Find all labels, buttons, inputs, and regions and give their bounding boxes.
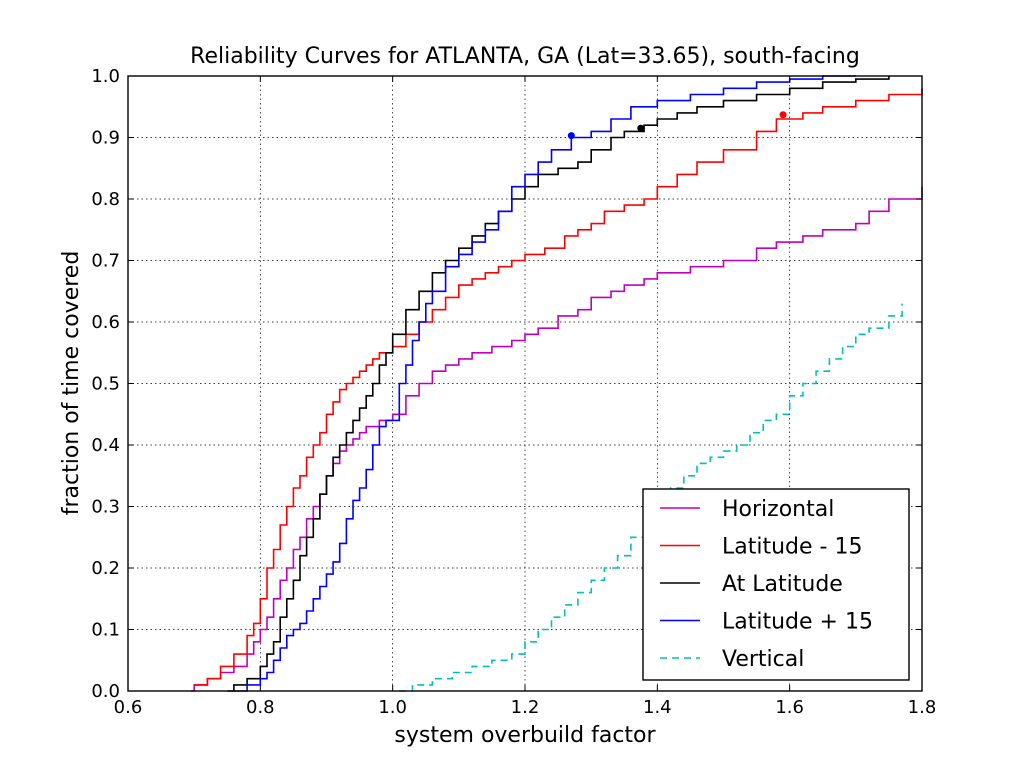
series-line-at-latitude [227,76,890,692]
y-tick-label: 0.9 [91,128,120,149]
series-line-latitude-15 [233,75,856,692]
legend-box [642,488,910,681]
plot-series [190,75,923,692]
legend-label-horizontal: Horizontal [722,497,834,522]
y-tick-label: 1.0 [91,66,120,87]
x-tick-label: 1.4 [643,697,672,718]
y-tick-label: 0.8 [91,189,120,210]
x-tick-label: 1.0 [378,697,407,718]
chart-title: Reliability Curves for ATLANTA, GA (Lat=… [190,44,860,69]
y-tick-label: 0.7 [91,251,120,272]
y-axis-label: fraction of time covered [59,251,84,516]
x-tick-label: 0.6 [114,697,143,718]
y-tick-label: 0.3 [91,497,120,518]
series-line-horizontal [190,186,923,692]
x-tick-label: 0.8 [246,697,275,718]
x-tick-label: 1.8 [908,697,937,718]
x-axis-label: system overbuild factor [394,723,656,748]
x-tick-label: 1.6 [775,697,804,718]
series-marker-point [637,124,645,132]
y-tick-label: 0.2 [91,558,120,579]
axis-ticks: 0.6 0.8 1.0 1.2 1.4 1.6 1.8 0.0 0.1 0.2 0.3 0.4 0.5 0… [91,66,936,718]
y-tick-label: 0.1 [91,620,120,641]
series-marker-point [567,132,575,140]
x-tick-label: 1.2 [511,697,540,718]
y-tick-label: 0.6 [91,312,120,333]
legend-label-at-latitude: At Latitude [722,572,843,597]
legend: Horizontal Latitude - 15 At Latitude Latitu… [642,488,910,681]
series-line-latitude-15 [194,88,923,686]
legend-label-latitude-15: Latitude + 15 [722,610,873,635]
series-markers [567,111,787,140]
y-tick-label: 0.0 [91,681,120,702]
y-tick-label: 0.5 [91,374,120,395]
legend-label-latitude-15: Latitude - 15 [722,535,862,560]
y-tick-label: 0.4 [91,435,120,456]
legend-label-vertical: Vertical [722,647,804,672]
series-marker-point [779,111,787,119]
